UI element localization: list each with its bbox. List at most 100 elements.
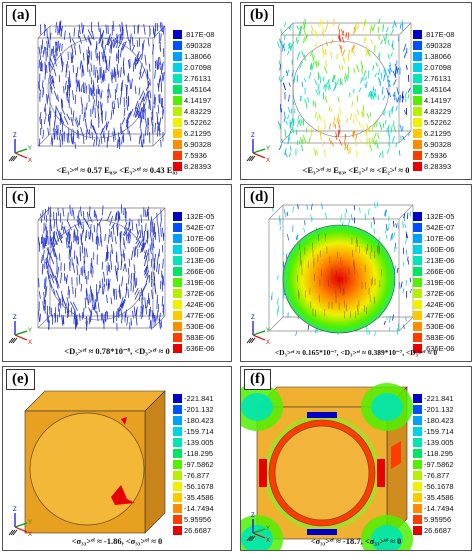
- legend-swatch: [173, 63, 182, 72]
- legend-value: .542E-07: [424, 223, 455, 232]
- panel-caption: <D₃>ᵉᶠ ≈ 0.78*10⁻⁸, <D₃>ᵉᶠ ≈ 0: [64, 346, 170, 356]
- legend-entry: -35.4586: [173, 492, 231, 503]
- panel-caption: <E₃>ᵉᶠ ≈ E₀₃, <E₁>ᶠ ≈ <E₂>ᶠ ≈ 0: [302, 165, 410, 175]
- legend-entry: -159.714: [173, 426, 231, 437]
- panel-label: (c): [6, 187, 35, 208]
- legend-value: -180.423: [424, 416, 454, 425]
- legend-swatch: [413, 394, 422, 403]
- legend-entry: -76.877: [173, 470, 231, 481]
- legend-entry: 7.5936: [413, 150, 471, 161]
- legend-entry: 8.28393: [173, 161, 231, 172]
- inclusion-outline: [292, 40, 390, 138]
- legend-value: .583E-06: [184, 333, 215, 342]
- legend-swatch: [173, 267, 182, 276]
- box-side-face: [144, 390, 166, 534]
- color-legend: .817E-08 .690328 1.38066 2.07098 2.76131 3.45…: [413, 29, 471, 172]
- vector-field-plot: Z XY: [8, 204, 166, 346]
- axis-label-y: Y: [28, 328, 32, 334]
- legend-swatch: [413, 140, 422, 149]
- legend-value: 1.38066: [184, 52, 212, 61]
- legend-entry: 26.6687: [173, 525, 231, 536]
- legend-swatch: [413, 289, 422, 298]
- legend-entry: 6.21295: [413, 128, 471, 139]
- legend-value: -14.7494: [184, 504, 214, 513]
- legend-swatch: [173, 449, 182, 458]
- legend-swatch: [173, 427, 182, 436]
- stress-contour-plot: Z XY: [241, 383, 413, 550]
- legend-entry: .636E-06: [173, 343, 231, 354]
- vector-field-plot: Z XY: [8, 20, 166, 164]
- legend-entry: 5.52262: [173, 117, 231, 128]
- legend-entry: 6.90328: [413, 139, 471, 150]
- legend-swatch: [173, 438, 182, 447]
- color-legend: .132E-05 .542E-07 .107E-06 .160E-06 .213E-06…: [173, 211, 231, 354]
- legend-swatch: [413, 322, 422, 331]
- stress-band: [241, 525, 273, 550]
- axis-label-x: X: [266, 538, 270, 544]
- field-vectors: [277, 18, 411, 158]
- legend-value: -139.005: [424, 438, 454, 447]
- legend-swatch: [413, 107, 422, 116]
- legend-swatch: [173, 151, 182, 160]
- legend-swatch: [413, 52, 422, 61]
- legend-swatch: [413, 405, 422, 414]
- axis-label-y: Y: [28, 520, 32, 526]
- legend-entry: .132E-05: [173, 211, 231, 222]
- axis-triad: Z XY: [246, 133, 270, 164]
- stress-band: [371, 525, 403, 550]
- legend-entry: .542E-07: [413, 222, 471, 233]
- legend-swatch: [173, 471, 182, 480]
- legend-value: .319E-06: [424, 278, 455, 287]
- legend-value: 3.45164: [184, 85, 212, 94]
- legend-entry: -76.877: [413, 470, 471, 481]
- axis-label-z: Z: [13, 133, 17, 139]
- legend-value: .132E-05: [424, 212, 455, 221]
- axis-label-y: Y: [266, 146, 270, 152]
- legend-value: -97.5862: [424, 460, 454, 469]
- legend-value: -76.877: [184, 471, 210, 480]
- legend-entry: .266E-06: [413, 266, 471, 277]
- legend-entry: -201.132: [413, 404, 471, 415]
- legend-swatch: [173, 333, 182, 342]
- legend-value: 6.21295: [184, 129, 212, 138]
- legend-entry: 26.6687: [413, 525, 471, 536]
- legend-swatch: [413, 449, 422, 458]
- legend-swatch: [173, 74, 182, 83]
- legend-swatch: [413, 267, 422, 276]
- legend-value: .817E-08: [184, 30, 215, 39]
- box-wireframe: [37, 25, 166, 147]
- stress-hotspot: [307, 529, 337, 535]
- legend-swatch: [413, 515, 422, 524]
- legend-swatch: [173, 223, 182, 232]
- legend-swatch: [173, 96, 182, 105]
- legend-entry: 8.28393: [413, 161, 471, 172]
- legend-entry: 4.83229: [173, 106, 231, 117]
- legend-value: -159.714: [424, 427, 454, 436]
- stress-hotspot: [259, 459, 267, 487]
- field-vectors: [38, 20, 165, 149]
- legend-swatch: [173, 234, 182, 243]
- inclusion-outline: [47, 219, 149, 321]
- legend-value: .107E-06: [184, 234, 215, 243]
- legend-swatch: [413, 129, 422, 138]
- legend-entry: -180.423: [173, 415, 231, 426]
- legend-value: 5.52262: [184, 118, 212, 127]
- panel-label: (f): [244, 369, 271, 390]
- legend-swatch: [413, 85, 422, 94]
- legend-swatch: [173, 344, 182, 353]
- axis-label-z: Z: [13, 507, 17, 513]
- inclusion-sphere: [282, 224, 396, 334]
- legend-swatch: [173, 460, 182, 469]
- legend-entry: -118.295: [413, 448, 471, 459]
- legend-swatch: [173, 416, 182, 425]
- axis-triad: Z XY: [8, 133, 32, 164]
- legend-swatch: [173, 289, 182, 298]
- legend-value: .213E-06: [424, 256, 455, 265]
- legend-value: 4.83229: [184, 107, 212, 116]
- panel-label: (a): [6, 5, 36, 26]
- panel-label: (d): [244, 187, 275, 208]
- legend-entry: 6.90328: [173, 139, 231, 150]
- color-legend: .132E-05 .542E-07 .107E-06 .160E-06 .213E-06…: [413, 211, 471, 354]
- legend-value: -201.132: [184, 405, 214, 414]
